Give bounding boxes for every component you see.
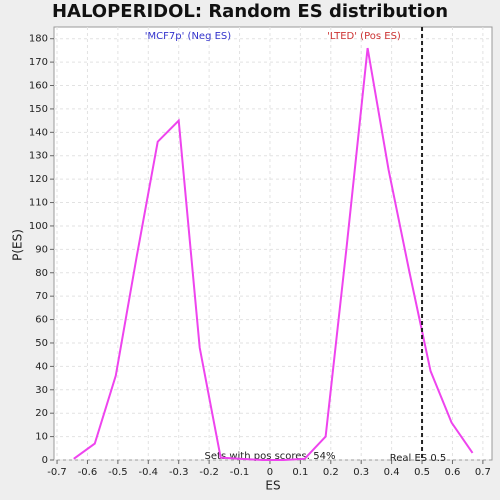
neg-annotation: 'MCF7p' (Neg ES) — [145, 31, 231, 42]
x-tick-label: 0.2 — [323, 467, 339, 478]
y-tick-label: 160 — [29, 81, 48, 92]
y-tick-label: 60 — [35, 315, 48, 326]
y-axis-label: P(ES) — [11, 229, 25, 261]
y-tick-label: 80 — [35, 268, 48, 279]
x-tick-label: 0.5 — [414, 467, 430, 478]
pos-annotation: 'LTED' (Pos ES) — [327, 31, 401, 42]
y-tick-label: 0 — [42, 455, 48, 466]
series-line — [73, 47, 474, 461]
y-tick-label: 110 — [29, 198, 48, 209]
y-tick-label: 20 — [35, 408, 48, 419]
x-tick-label: -0.2 — [199, 467, 219, 478]
y-tick-label: 40 — [35, 361, 48, 372]
y-tick-label: 140 — [29, 127, 48, 138]
x-tick-label: -0.7 — [47, 467, 67, 478]
y-tick-label: 150 — [29, 104, 48, 115]
y-tick-label: 70 — [35, 291, 48, 302]
y-tick-label: 100 — [29, 221, 48, 232]
y-tick-label: 180 — [29, 34, 48, 45]
y-tick-label: 130 — [29, 151, 48, 162]
x-tick-label: -0.6 — [78, 467, 98, 478]
x-tick-label: 0.6 — [445, 467, 461, 478]
x-tick-label: -0.3 — [169, 467, 189, 478]
y-tick-label: 30 — [35, 385, 48, 396]
y-tick-label: 50 — [35, 338, 48, 349]
x-tick-label: -0.4 — [139, 467, 159, 478]
x-tick-label: 0.7 — [475, 467, 491, 478]
y-tick-label: 120 — [29, 174, 48, 185]
x-axis-label: ES — [265, 479, 280, 493]
x-tick-label: -0.1 — [230, 467, 250, 478]
y-tick-label: 90 — [35, 244, 48, 255]
sets-annotation: Sets with pos scores: 54% — [205, 451, 336, 462]
x-tick-label: 0.1 — [292, 467, 308, 478]
x-tick-label: 0.4 — [384, 467, 400, 478]
x-tick-label: 0 — [267, 467, 273, 478]
x-tick-label: -0.5 — [108, 467, 128, 478]
x-tick-label: 0.3 — [353, 467, 369, 478]
chart-title: HALOPERIDOL: Random ES distribution — [52, 1, 448, 22]
plot-area — [53, 26, 493, 461]
y-tick-label: 170 — [29, 57, 48, 68]
y-tick-label: 10 — [35, 432, 48, 443]
real-es-annotation: Real ES 0.5 — [390, 453, 446, 464]
